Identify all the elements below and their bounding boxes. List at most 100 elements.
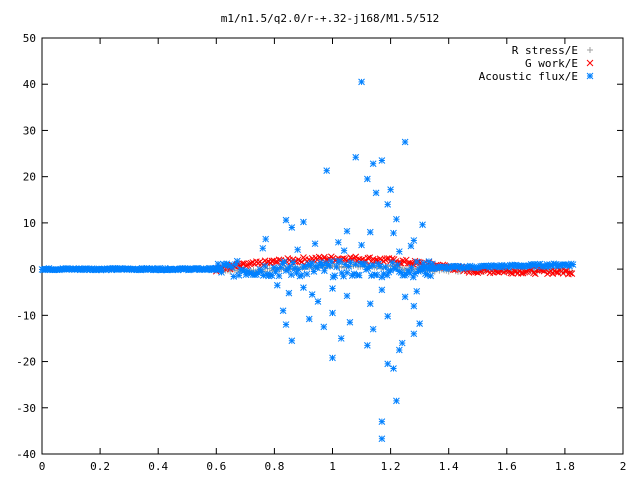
point-acoustic-flux bbox=[390, 229, 397, 237]
point-acoustic-flux bbox=[390, 365, 397, 372]
point-acoustic-flux bbox=[320, 323, 328, 331]
point-acoustic-flux bbox=[230, 273, 238, 280]
point-acoustic-flux bbox=[346, 318, 354, 326]
point-acoustic-flux bbox=[376, 263, 384, 270]
y-tick-label: -30 bbox=[16, 402, 36, 415]
point-acoustic-flux bbox=[408, 264, 415, 271]
point-acoustic-flux bbox=[410, 302, 418, 310]
point-g-work bbox=[366, 254, 374, 261]
point-acoustic-flux bbox=[410, 237, 418, 244]
point-g-work bbox=[563, 267, 570, 275]
point-acoustic-flux bbox=[300, 218, 307, 226]
point-acoustic-flux bbox=[387, 186, 394, 193]
point-acoustic-flux bbox=[343, 269, 351, 277]
point-acoustic-flux bbox=[286, 263, 293, 271]
point-acoustic-flux bbox=[364, 175, 371, 183]
point-acoustic-flux bbox=[393, 215, 400, 223]
y-tick-label: 0 bbox=[29, 263, 36, 276]
point-acoustic-flux bbox=[218, 269, 225, 276]
point-acoustic-flux bbox=[394, 261, 401, 269]
point-acoustic-flux bbox=[343, 292, 351, 300]
point-g-work bbox=[521, 268, 529, 276]
point-acoustic-flux bbox=[378, 418, 386, 425]
y-tick-label: 50 bbox=[23, 32, 36, 45]
point-acoustic-flux bbox=[369, 325, 377, 333]
x-tick-label: 1 bbox=[329, 460, 336, 473]
point-g-work bbox=[239, 260, 246, 267]
point-acoustic-flux bbox=[413, 287, 421, 295]
point-acoustic-flux bbox=[285, 289, 293, 297]
point-acoustic-flux bbox=[331, 272, 339, 280]
point-acoustic-flux bbox=[294, 266, 302, 273]
point-acoustic-flux bbox=[262, 235, 270, 243]
point-g-work bbox=[507, 269, 515, 277]
point-acoustic-flux bbox=[327, 258, 335, 265]
point-acoustic-flux bbox=[569, 261, 577, 268]
point-acoustic-flux bbox=[334, 238, 342, 246]
point-acoustic-flux bbox=[235, 271, 243, 279]
x-tick-label: 1.4 bbox=[439, 460, 459, 473]
point-acoustic-flux bbox=[395, 346, 403, 354]
point-acoustic-flux bbox=[308, 291, 316, 298]
point-acoustic-flux bbox=[303, 270, 311, 278]
point-acoustic-flux bbox=[352, 153, 360, 161]
point-g-work bbox=[272, 258, 279, 266]
plot-frame bbox=[41, 37, 624, 455]
y-tick-label: 10 bbox=[23, 217, 36, 230]
point-g-work bbox=[321, 253, 328, 261]
x-tick-label: 1.6 bbox=[497, 460, 517, 473]
point-acoustic-flux bbox=[305, 315, 313, 323]
point-acoustic-flux bbox=[300, 284, 307, 291]
axis-ticks: 0 0.2 0.4 0.6 0.8 1 1.2 1.4 1.6 1.8 2 50 40 30 20 10 0 -1… bbox=[16, 32, 626, 473]
point-acoustic-flux bbox=[288, 224, 296, 231]
point-acoustic-flux bbox=[233, 257, 241, 265]
point-acoustic-flux bbox=[395, 248, 403, 255]
point-acoustic-flux bbox=[311, 240, 319, 248]
legend-marker bbox=[587, 47, 593, 53]
point-acoustic-flux bbox=[384, 312, 392, 320]
point-acoustic-flux bbox=[401, 138, 409, 146]
x-tick-label: 0.8 bbox=[264, 460, 284, 473]
y-tick-label: 20 bbox=[23, 171, 36, 184]
legend-marker bbox=[586, 59, 594, 67]
point-acoustic-flux bbox=[273, 281, 281, 289]
point-acoustic-flux bbox=[378, 435, 386, 443]
point-acoustic-flux bbox=[410, 330, 418, 338]
point-acoustic-flux bbox=[287, 271, 295, 279]
point-acoustic-flux bbox=[378, 286, 386, 294]
x-tick-label: 1.2 bbox=[381, 460, 401, 473]
point-acoustic-flux bbox=[366, 300, 374, 308]
point-acoustic-flux bbox=[333, 263, 340, 271]
y-tick-label: 40 bbox=[23, 78, 36, 91]
x-tick-label: 0 bbox=[39, 460, 46, 473]
point-acoustic-flux bbox=[282, 321, 290, 328]
point-acoustic-flux bbox=[419, 221, 426, 229]
point-acoustic-flux bbox=[369, 261, 377, 269]
point-acoustic-flux bbox=[364, 342, 371, 349]
point-acoustic-flux bbox=[384, 201, 392, 208]
point-acoustic-flux bbox=[329, 285, 336, 292]
point-acoustic-flux bbox=[261, 262, 269, 270]
point-g-work bbox=[554, 269, 562, 276]
point-acoustic-flux bbox=[289, 259, 297, 266]
point-acoustic-flux bbox=[323, 167, 331, 175]
point-acoustic-flux bbox=[294, 246, 301, 254]
point-g-work bbox=[568, 270, 576, 277]
x-tick-label: 0.2 bbox=[90, 460, 110, 473]
point-acoustic-flux bbox=[329, 354, 336, 362]
point-acoustic-flux bbox=[347, 258, 354, 266]
legend-label: R stress/E bbox=[512, 44, 578, 57]
point-acoustic-flux bbox=[343, 227, 351, 235]
y-tick-label: -40 bbox=[16, 448, 36, 461]
y-tick-label: -10 bbox=[16, 309, 36, 322]
data-points bbox=[38, 78, 577, 443]
point-acoustic-flux bbox=[275, 272, 283, 280]
point-acoustic-flux bbox=[372, 189, 380, 197]
x-tick-label: 0.4 bbox=[148, 460, 168, 473]
y-tick-label: -20 bbox=[16, 356, 36, 369]
point-acoustic-flux bbox=[280, 258, 288, 266]
point-acoustic-flux bbox=[282, 216, 290, 224]
point-g-work bbox=[519, 269, 527, 277]
point-acoustic-flux bbox=[350, 270, 358, 278]
